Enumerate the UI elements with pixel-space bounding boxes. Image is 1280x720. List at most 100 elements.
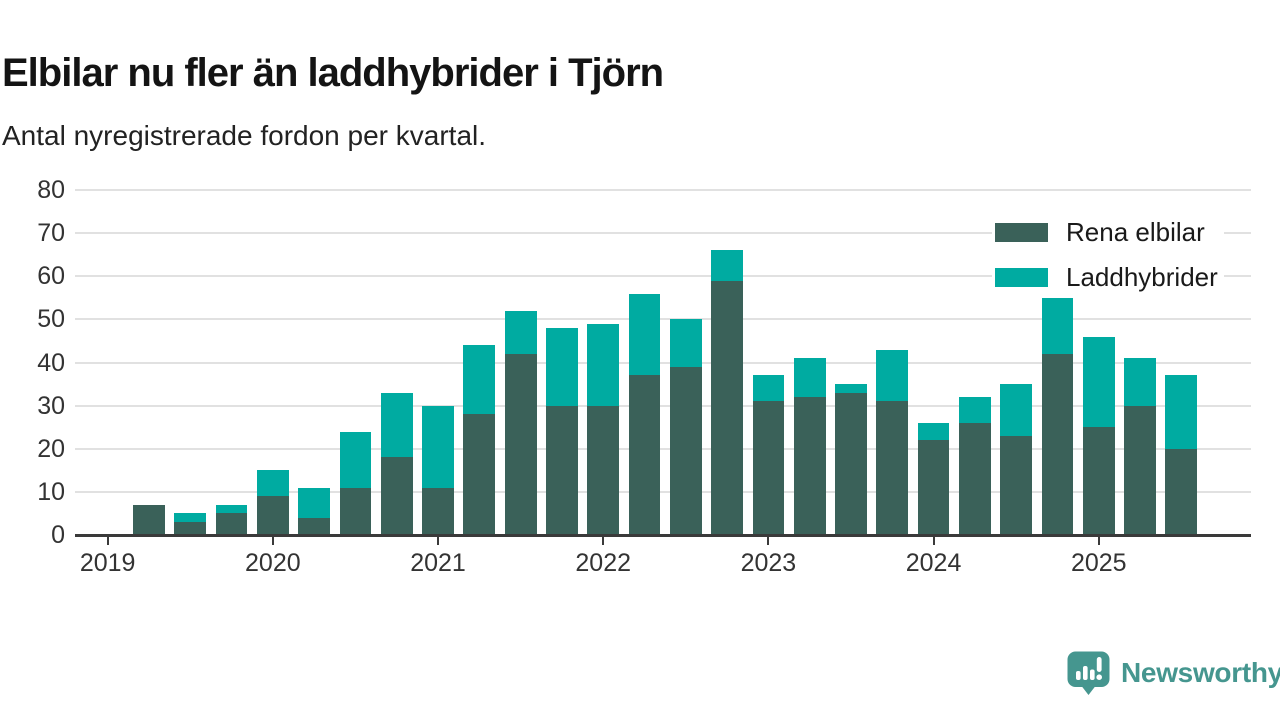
gridline — [75, 189, 1251, 191]
bar-segment-rena-elbilar — [1165, 448, 1198, 535]
bar-segment-rena-elbilar — [380, 457, 413, 535]
bar-2023 Q4 — [872, 190, 913, 535]
x-axis-label: 2023 — [740, 549, 797, 577]
bar-segment-rena-elbilar — [298, 517, 331, 535]
bar-segment-rena-elbilar — [1000, 435, 1033, 535]
bar-segment-rena-elbilar — [174, 522, 207, 535]
bar-segment-laddhybrider — [1165, 375, 1198, 449]
bar-segment-rena-elbilar — [835, 392, 867, 535]
bar-2019 Q4 — [211, 190, 252, 535]
bar-segment-rena-elbilar — [628, 375, 661, 535]
bar-segment-rena-elbilar — [669, 366, 702, 535]
x-axis-label: 2020 — [245, 549, 301, 577]
x-axis-tick — [271, 537, 274, 545]
x-axis-tick — [437, 537, 440, 545]
x-axis-label: 2024 — [905, 549, 962, 577]
y-axis-label: 70 — [37, 219, 65, 248]
newsworthy-logo-text: Newsworthy — [1121, 657, 1280, 688]
x-axis-label: 2019 — [79, 549, 136, 577]
bar-segment-laddhybrider — [1041, 297, 1074, 354]
bar-2021 Q2 — [459, 190, 500, 535]
bar-segment-laddhybrider — [876, 349, 909, 402]
gridline — [75, 318, 1251, 321]
bar-2020 Q3 — [335, 190, 376, 535]
bar-2025 Q2 — [1119, 190, 1160, 535]
x-axis-label: 2022 — [575, 549, 632, 577]
bar-segment-laddhybrider — [298, 487, 331, 518]
bar-2021 Q3 — [500, 190, 541, 535]
y-axis-label: 30 — [37, 391, 65, 420]
legend-item-rena-elbilar: Rena elbilar — [995, 217, 1218, 248]
bar-2020 Q1 — [252, 190, 293, 535]
bar-2023 Q1 — [748, 190, 789, 535]
bar-segment-rena-elbilar — [711, 280, 743, 535]
x-axis-tick — [106, 537, 109, 545]
gridline — [75, 490, 1251, 493]
bar-segment-rena-elbilar — [876, 401, 909, 535]
legend-label: Rena elbilar — [1066, 217, 1205, 247]
bar-segment-laddhybrider — [1124, 358, 1156, 406]
bar-segment-rena-elbilar — [587, 405, 620, 535]
x-axis-tick — [602, 537, 605, 545]
bar-2020 Q4 — [376, 190, 417, 535]
bar-2019 Q1 — [87, 190, 128, 535]
bar-2022 Q2 — [624, 190, 665, 535]
bar-segment-rena-elbilar — [1124, 405, 1156, 535]
bar-2025 Q3 — [1161, 190, 1202, 535]
bar-2024 Q1 — [913, 190, 954, 535]
bar-segment-laddhybrider — [504, 310, 537, 354]
bar-segment-rena-elbilar — [793, 397, 826, 535]
bar-segment-rena-elbilar — [215, 513, 248, 535]
bar-2024 Q3 — [996, 190, 1037, 535]
legend-label: Laddhybrider — [1066, 262, 1218, 292]
gridline — [75, 361, 1251, 364]
bar-segment-laddhybrider — [1000, 384, 1033, 436]
bar-segment-rena-elbilar — [504, 353, 537, 535]
legend: Rena elbilar Laddhybrider — [992, 214, 1224, 294]
bar-segment-laddhybrider — [463, 345, 496, 415]
y-axis-label: 50 — [37, 305, 65, 334]
bar-segment-laddhybrider — [958, 397, 991, 423]
bar-2023 Q3 — [830, 190, 871, 535]
y-axis-label: 0 — [51, 521, 65, 549]
bar-segment-rena-elbilar — [1041, 353, 1074, 535]
bar-segment-laddhybrider — [1082, 336, 1115, 428]
gridline — [75, 404, 1251, 407]
bar-segment-laddhybrider — [546, 328, 578, 406]
bar-2022 Q1 — [583, 190, 624, 535]
chart-title: Elbilar nu fler än laddhybrider i Tjörn — [2, 50, 664, 95]
x-axis-label: 2025 — [1070, 549, 1127, 577]
bar-2022 Q3 — [665, 190, 706, 535]
bar-segment-rena-elbilar — [958, 422, 991, 535]
bar-segment-laddhybrider — [422, 405, 454, 488]
bar-segment-laddhybrider — [711, 250, 743, 281]
bar-2025 Q1 — [1078, 190, 1119, 535]
bar-segment-laddhybrider — [628, 293, 661, 376]
bar-segment-rena-elbilar — [752, 401, 785, 535]
bar-segment-laddhybrider — [256, 470, 289, 497]
bar-2024 Q4 — [1037, 190, 1078, 535]
bar-segment-laddhybrider — [174, 513, 207, 523]
x-axis-tick — [1097, 537, 1100, 545]
x-axis-tick — [767, 537, 770, 545]
bar-segment-rena-elbilar — [463, 414, 496, 535]
bar-segment-rena-elbilar — [1082, 427, 1115, 535]
gridline — [75, 232, 1251, 235]
bar-2024 Q2 — [954, 190, 995, 535]
bar-segment-laddhybrider — [917, 422, 950, 441]
bar-segment-rena-elbilar — [339, 487, 372, 535]
legend-swatch-rena-elbilar — [995, 223, 1048, 242]
bar-2023 Q2 — [789, 190, 830, 535]
bar-segment-laddhybrider — [587, 323, 620, 406]
bar-2020 Q2 — [293, 190, 334, 535]
bar-segment-rena-elbilar — [133, 504, 165, 535]
bar-segment-rena-elbilar — [546, 405, 578, 535]
legend-swatch-laddhybrider — [995, 268, 1048, 287]
bar-segment-laddhybrider — [669, 319, 702, 367]
newsworthy-logo: Newsworthy — [1066, 650, 1280, 696]
chart-subtitle: Antal nyregistrerade fordon per kvartal. — [2, 120, 487, 151]
bar-2019 Q2 — [128, 190, 169, 535]
y-axis-label: 10 — [37, 477, 65, 506]
x-axis-line — [75, 534, 1251, 537]
